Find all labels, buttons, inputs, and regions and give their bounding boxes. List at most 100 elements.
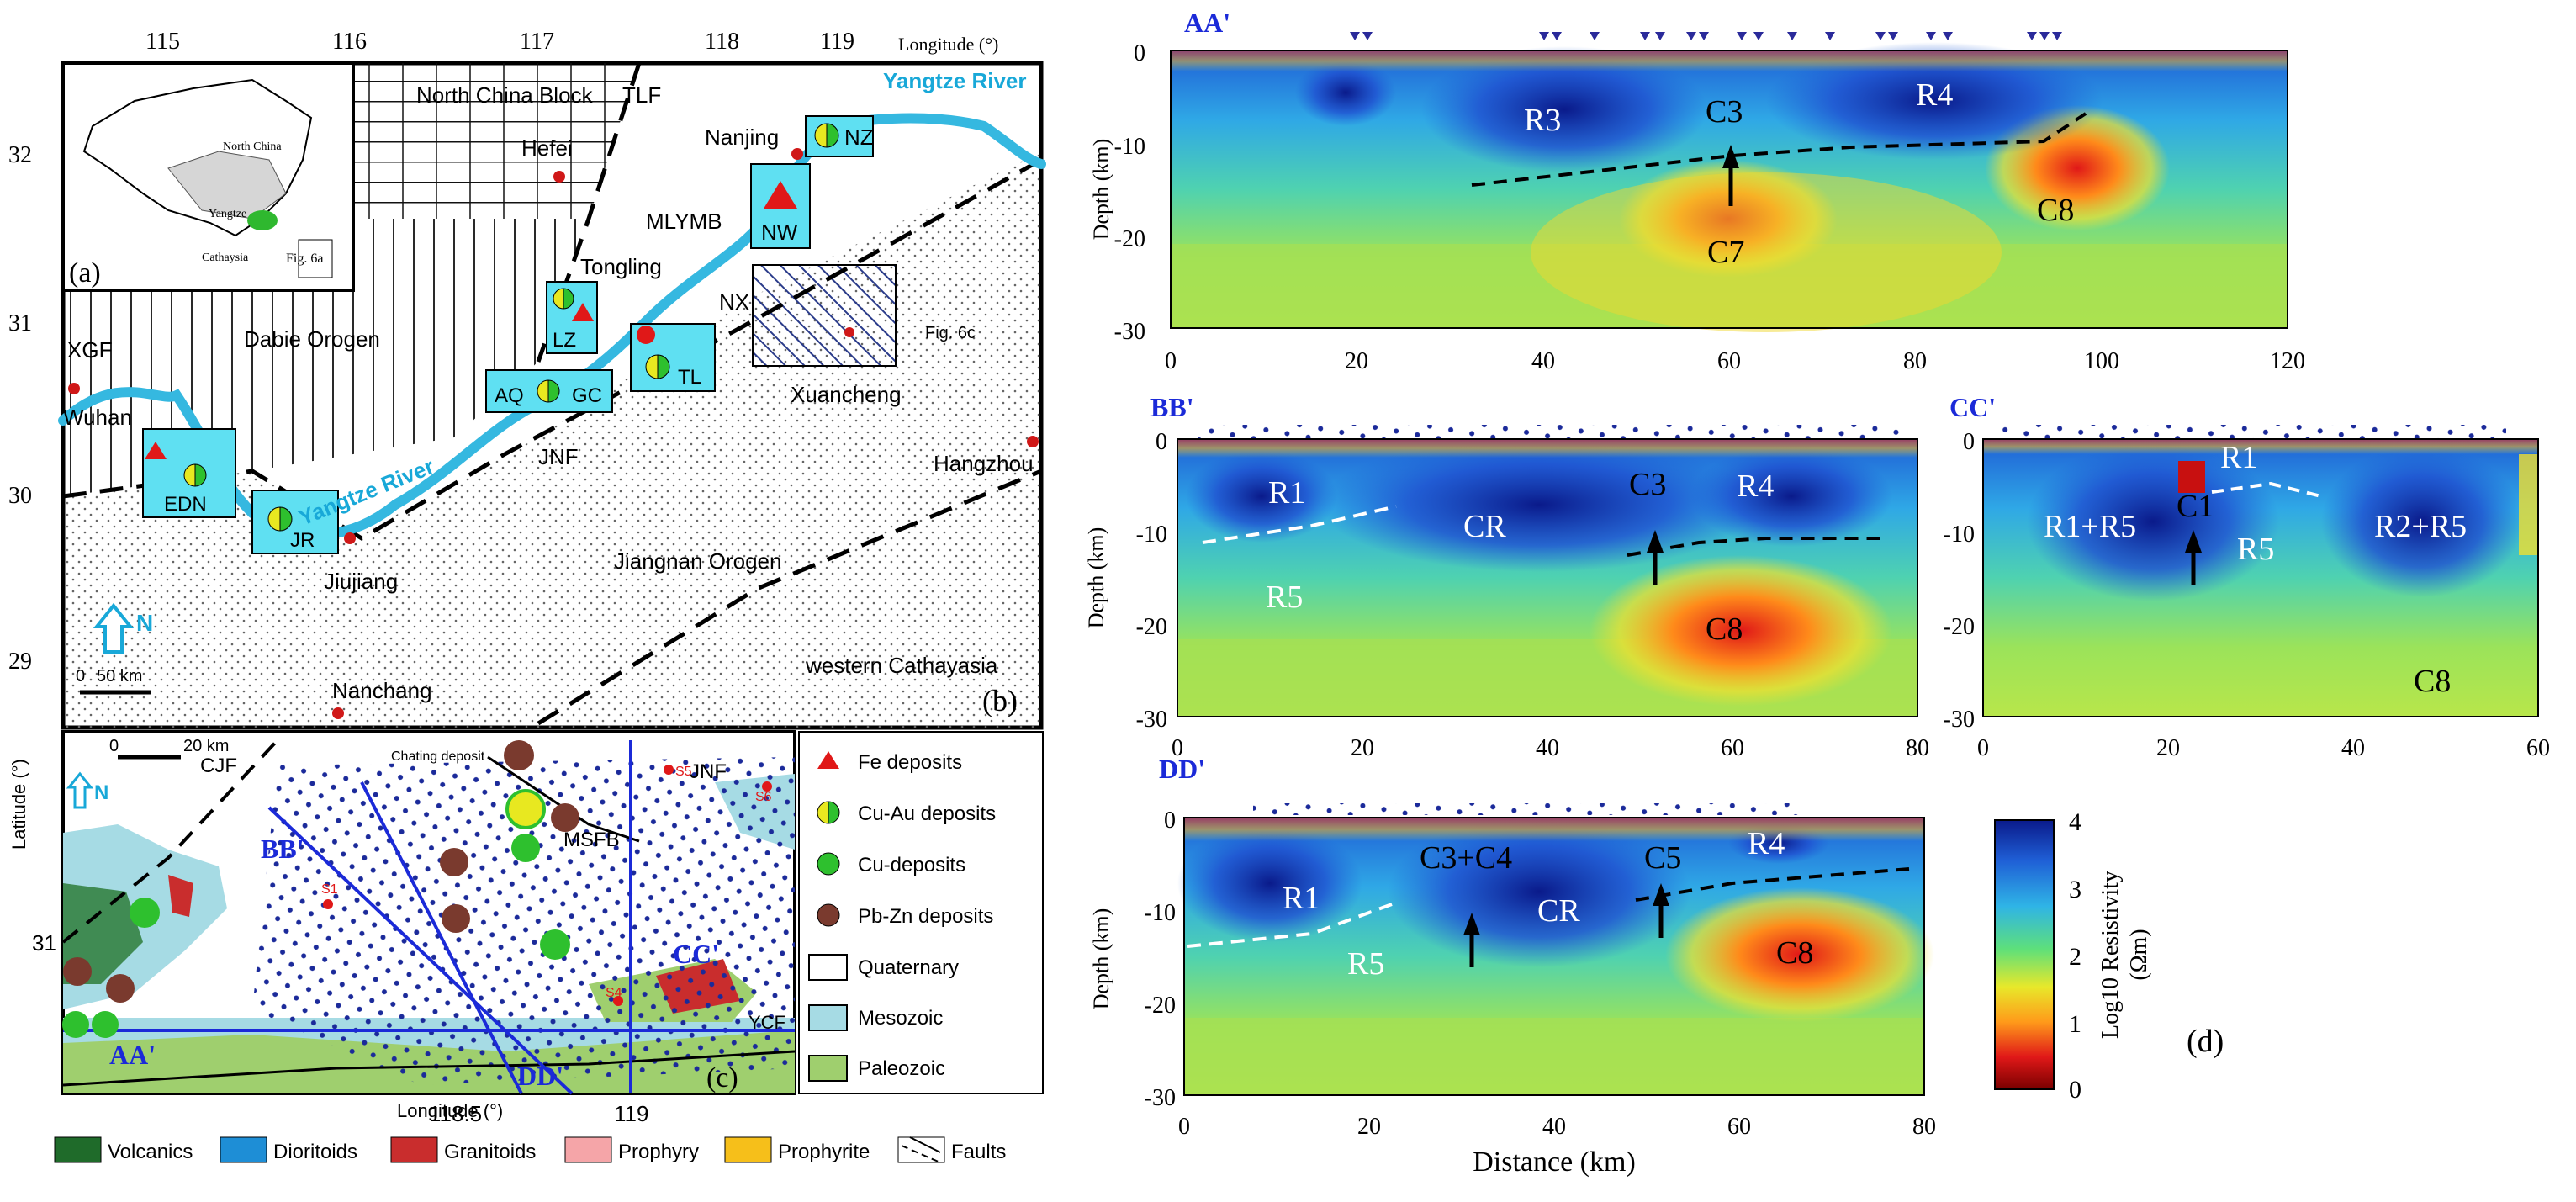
- section-aa-stations: [1350, 32, 2062, 40]
- inset-a-panel-label: (a): [69, 257, 101, 289]
- section-aa-ytick-30: -30: [1114, 319, 1145, 345]
- section-aa-ytick-20: -20: [1114, 226, 1145, 252]
- map-b-lat-ticks: 32 31 30 29: [8, 142, 32, 675]
- section-bb-white-boundary: [1202, 505, 1397, 544]
- map-c-longitude-label: Longitude (°): [397, 1100, 503, 1121]
- colorbar-ticks: 4 3 2 1 0: [2069, 808, 2081, 1104]
- section-bb-label-c3: C3: [1629, 467, 1666, 502]
- deposit-legend: Fe deposits Cu-Au deposits Cu-deposits P…: [798, 731, 1044, 1094]
- rock-legend: Volcanics Dioritoids Granitoids Prophyry…: [54, 1136, 1006, 1163]
- section-dd-label-c3c4: C3+C4: [1420, 840, 1512, 876]
- inset-a: North China Yangtze Cathaysia Fig. 6a (a…: [61, 61, 355, 292]
- legend-mesozoic-swatch-icon: [808, 1004, 848, 1031]
- lat-tick-30: 30: [8, 483, 32, 509]
- label-jiujiang: Jiujiang: [324, 569, 398, 594]
- section-dd-axes: 0 -10 -20 -30 0 20 40 60 80: [1145, 808, 1936, 1140]
- label-msfb: MSFB: [563, 829, 620, 851]
- label-xgf: XGF: [67, 337, 112, 363]
- section-dd-xtick-40: 40: [1542, 1114, 1566, 1140]
- section-bb-xtick-80: 80: [1906, 735, 1929, 761]
- section-dd-labels: R1 C3+C4 C5 R4 CR R5 C8: [1283, 826, 1813, 982]
- colorbar-tick-0: 0: [2069, 1076, 2081, 1104]
- inset-yangtze-label: Yangtze: [209, 208, 246, 220]
- pbzn-circle-icon: [551, 803, 579, 832]
- ycf-fault: [62, 1050, 796, 1087]
- section-bb-stations: [1198, 425, 1905, 438]
- colorbar-unit: (Ωm): [2126, 929, 2152, 980]
- lat-tick-29: 29: [8, 649, 32, 675]
- section-cc-title: CC': [1949, 392, 1996, 422]
- district-edn-label: EDN: [164, 493, 207, 516]
- section-aa-ytick-0: 0: [1134, 40, 1145, 66]
- map-c-labels: Chating deposit CJF JNF MSFB YCF S1 S5 S…: [109, 749, 785, 1093]
- section-cc-label-r2r5: R2+R5: [2374, 509, 2467, 544]
- label-s1: S1: [321, 882, 338, 897]
- label-nanjing: Nanjing: [705, 124, 779, 150]
- section-aa-dashed-boundary: [1471, 112, 2087, 187]
- label-wuhan: Wuhan: [63, 405, 132, 430]
- map-b-scale-zero: 0: [76, 667, 85, 686]
- legend-faults-label: Faults: [951, 1141, 1006, 1163]
- section-bb-ytick-0: 0: [1156, 429, 1167, 455]
- lz-fe-triangle-icon: [572, 303, 594, 321]
- section-bb-ylabel: Depth (km): [1084, 527, 1108, 629]
- anomaly-cr-bb: [1320, 437, 1758, 572]
- cuau-circle-icon: [505, 789, 546, 829]
- s1-dot: [323, 899, 333, 909]
- section-bb-xtick-40: 40: [1536, 735, 1559, 761]
- section-dd-label-r4: R4: [1748, 826, 1785, 861]
- nanchang-dot: [332, 707, 344, 719]
- label-profile-dd: DD': [517, 1061, 563, 1091]
- section-bb-title: BB': [1150, 392, 1194, 422]
- section-bb-label-r1: R1: [1268, 475, 1305, 511]
- legend-pbzn-circle-icon: [817, 903, 840, 927]
- legend-cuau-label: Cu-Au deposits: [858, 802, 996, 825]
- label-mlymb: MLYMB: [646, 209, 722, 234]
- legend-pbzn-label: Pb-Zn deposits: [858, 905, 993, 928]
- label-dabie: Dabie Orogen: [244, 326, 380, 352]
- legend-prophyrite-swatch-icon: [724, 1136, 772, 1163]
- section-bb-axes: 0 -10 -20 -30 0 20 40 60 80: [1136, 429, 1929, 761]
- inset-cathaysia-label: Cathaysia: [202, 252, 249, 264]
- section-aa-ytick-10: -10: [1114, 134, 1145, 160]
- label-tongling: Tongling: [580, 254, 662, 279]
- section-cc-ytick-30: -30: [1944, 707, 1975, 733]
- section-aa-xtick-40: 40: [1531, 348, 1555, 374]
- legend-volcanics-swatch-icon: [54, 1136, 102, 1163]
- anomaly-r4-bb: [1690, 446, 1892, 547]
- label-profile-bb: BB': [261, 834, 304, 864]
- section-cc-label-r1r5: R1+R5: [2044, 509, 2136, 544]
- district-nz-label: NZ: [844, 124, 874, 150]
- section-dd-title: DD': [1159, 754, 1205, 784]
- mt-stations: [252, 757, 795, 1085]
- section-bb-ytick-30: -30: [1136, 707, 1167, 733]
- section-cc-label-r5: R5: [2237, 532, 2274, 567]
- district-jr: [251, 490, 339, 554]
- section-aa-xtick-120: 120: [2270, 348, 2305, 374]
- section-aa-labels: R3 C3 R4 C7 C8: [1524, 77, 2074, 270]
- section-cc-plot: [1982, 438, 2539, 717]
- lat-tick-31: 31: [8, 310, 32, 336]
- s6-dot: [762, 781, 772, 792]
- section-cc-white-boundary: [2211, 481, 2322, 498]
- legend-paleozoic-label: Paleozoic: [858, 1057, 945, 1080]
- section-aa-xtick-80: 80: [1903, 348, 1927, 374]
- north-arrow-icon: [93, 602, 135, 654]
- section-dd-plot: [1177, 816, 1934, 1096]
- section-dd-label-r5: R5: [1347, 946, 1384, 982]
- inset-north-china-label: North China: [223, 140, 282, 153]
- label-north-china-block: North China Block: [416, 82, 594, 108]
- section-bb-label-cr: CR: [1463, 509, 1506, 544]
- anomaly-c8-bb: [1590, 555, 1892, 707]
- district-lz-label: LZ: [553, 329, 576, 352]
- legend-cu-circle-icon: [817, 852, 840, 876]
- xuancheng-dot: [844, 327, 854, 337]
- label-cathaysia: western Cathayasia: [805, 653, 998, 678]
- section-cc-xtick-20: 20: [2156, 735, 2180, 761]
- colorbar-gradient: [1994, 819, 2055, 1090]
- anomaly-r2r5: [2321, 446, 2523, 597]
- study-area-marker: [247, 210, 278, 230]
- map-b-panel: North China Yangtze Cathaysia Fig. 6a (a…: [8, 29, 1046, 850]
- district-gc-label: GC: [572, 384, 602, 407]
- cu-circle-icon: [92, 1011, 119, 1038]
